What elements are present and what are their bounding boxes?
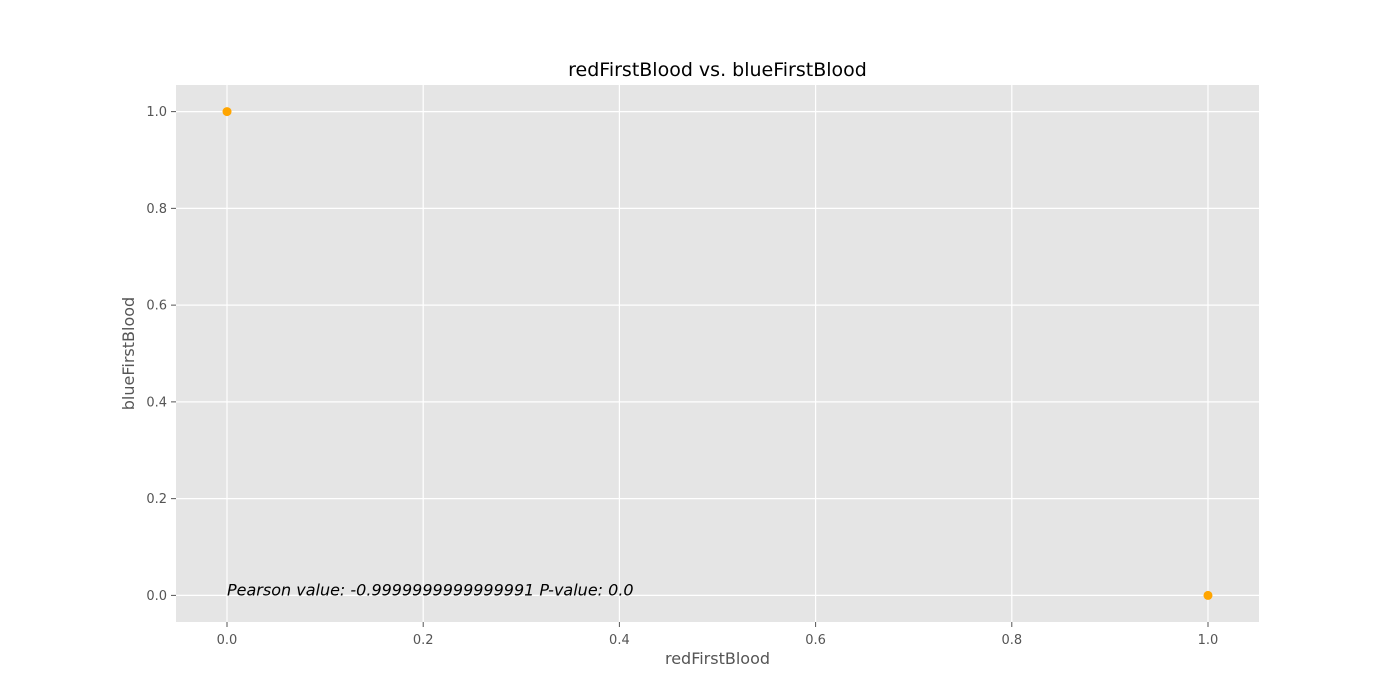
x-tick-label: 0.8 — [1001, 633, 1022, 648]
x-tick-label: 0.6 — [805, 633, 826, 648]
x-axis-label: redFirstBlood — [665, 649, 770, 668]
x-tick-label: 0.2 — [413, 633, 434, 648]
axis-ticks: 0.0 0.2 0.4 0.6 0.8 1.0 0.0 0.2 0.4 0.6 0.8 1.0 — [146, 105, 1218, 648]
y-tick-label: 0.2 — [146, 492, 167, 507]
x-tick-label: 0.0 — [217, 633, 238, 648]
y-axis-label: blueFirstBlood — [119, 297, 138, 410]
scatter-point — [1203, 590, 1213, 600]
y-tick-label: 0.8 — [146, 202, 167, 217]
x-tick-label: 0.4 — [609, 633, 630, 648]
plot-area — [176, 85, 1259, 622]
y-tick-label: 0.4 — [146, 395, 167, 410]
scatter-points — [222, 107, 1213, 600]
y-tick-label: 0.0 — [146, 589, 167, 604]
y-tick-label: 0.6 — [146, 299, 167, 314]
pearson-annotation: Pearson value: -0.9999999999999991 P-val… — [227, 580, 634, 599]
y-tick-label: 1.0 — [146, 105, 167, 120]
chart-title: redFirstBlood vs. blueFirstBlood — [568, 59, 867, 81]
grid-lines — [176, 85, 1259, 622]
scatter-point — [222, 107, 232, 117]
x-tick-label: 1.0 — [1198, 633, 1219, 648]
